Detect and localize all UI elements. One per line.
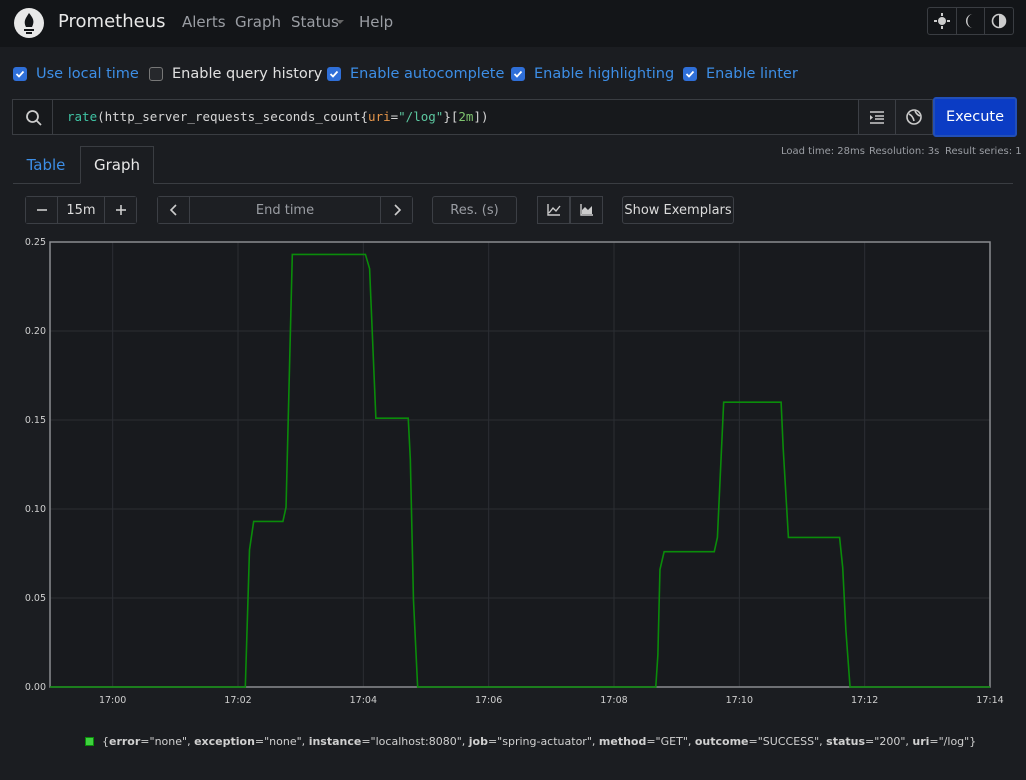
end-time-input[interactable]: End time bbox=[190, 197, 380, 223]
query-token: 2m bbox=[458, 109, 474, 124]
brand[interactable]: Prometheus bbox=[58, 11, 166, 32]
option[interactable]: Enable autocomplete bbox=[327, 64, 504, 84]
metrics-explorer[interactable] bbox=[895, 99, 933, 135]
query-input[interactable]: rate(http_server_requests_seconds_count{… bbox=[67, 109, 489, 124]
divider bbox=[52, 100, 53, 134]
y-tick-label: 0.00 bbox=[25, 682, 46, 693]
option-label[interactable]: Enable highlighting bbox=[534, 66, 675, 82]
format-button[interactable] bbox=[858, 99, 896, 135]
nav-link[interactable]: Help bbox=[359, 13, 394, 31]
y-tick-label: 0.10 bbox=[25, 504, 46, 515]
load-time: Load time: 28ms bbox=[781, 146, 865, 157]
nav-link[interactable]: Alerts bbox=[182, 13, 226, 31]
checkbox[interactable] bbox=[13, 67, 27, 81]
query-token: = bbox=[390, 109, 399, 124]
dropdown-caret bbox=[336, 20, 344, 24]
checkbox[interactable] bbox=[149, 67, 163, 81]
legend-swatch[interactable] bbox=[85, 737, 94, 746]
exemplars-button[interactable]: Show Exemplars bbox=[622, 196, 734, 224]
y-tick-label: 0.20 bbox=[25, 326, 46, 337]
range-value[interactable]: 15m bbox=[58, 197, 104, 223]
query-token: rate bbox=[67, 109, 98, 124]
option-label[interactable]: Enable autocomplete bbox=[350, 66, 505, 82]
option-label[interactable]: Enable query history bbox=[172, 66, 323, 82]
legend-label[interactable]: {error="none", exception="none", instanc… bbox=[102, 735, 977, 748]
x-tick-label: 17:12 bbox=[851, 695, 878, 706]
checkbox[interactable] bbox=[327, 67, 341, 81]
time-back[interactable] bbox=[158, 197, 190, 223]
query-bar: rate(http_server_requests_seconds_count{… bbox=[12, 97, 1017, 137]
range-increase[interactable] bbox=[104, 197, 136, 223]
light-theme[interactable] bbox=[928, 8, 956, 34]
query-token: ]) bbox=[473, 109, 489, 124]
query-token: uri bbox=[368, 109, 391, 124]
query-token: "/log" bbox=[398, 109, 444, 124]
option[interactable]: Enable linter bbox=[683, 64, 798, 84]
y-tick-label: 0.15 bbox=[25, 415, 46, 426]
x-tick-label: 17:06 bbox=[475, 695, 502, 706]
chart-type bbox=[537, 196, 603, 224]
x-tick-label: 17:00 bbox=[99, 695, 126, 706]
range-decrease[interactable] bbox=[26, 197, 58, 223]
tab-line bbox=[13, 183, 1013, 184]
end-time: End time bbox=[157, 196, 413, 224]
search-icon bbox=[26, 110, 42, 126]
query-token: }[ bbox=[443, 109, 459, 124]
query-token: (http_server_requests_seconds_count{ bbox=[97, 109, 369, 124]
resolution: Resolution: 3s bbox=[869, 146, 940, 157]
nav-link[interactable]: Graph bbox=[235, 13, 282, 31]
unstacked[interactable] bbox=[537, 196, 570, 224]
option[interactable]: Use local time bbox=[13, 64, 139, 84]
range-input: 15m bbox=[25, 196, 137, 224]
y-tick-label: 0.05 bbox=[25, 593, 46, 604]
option-label[interactable]: Enable linter bbox=[706, 66, 798, 82]
resolution-input[interactable]: Res. (s) bbox=[432, 196, 517, 224]
chart: 0.00 0.05 0.10 0.15 0.20 0.25 17:00 17:02 17:04 1… bbox=[25, 237, 1004, 706]
dark-theme[interactable] bbox=[955, 8, 985, 34]
execute-button[interactable]: Execute bbox=[933, 97, 1017, 137]
navbar: Prometheus Alerts Graph Status Help bbox=[0, 0, 1026, 47]
auto-theme[interactable] bbox=[984, 8, 1013, 34]
option[interactable]: Enable query history bbox=[149, 64, 322, 84]
checkbox[interactable] bbox=[511, 67, 525, 81]
x-tick-label: 17:04 bbox=[350, 695, 377, 706]
stacked[interactable] bbox=[570, 196, 603, 224]
plot-area bbox=[50, 242, 990, 687]
x-tick-label: 17:10 bbox=[726, 695, 753, 706]
x-tick-label: 17:08 bbox=[600, 695, 627, 706]
x-tick-label: 17:14 bbox=[976, 695, 1003, 706]
checkbox[interactable] bbox=[683, 67, 697, 81]
nav-link[interactable]: Status bbox=[291, 13, 339, 31]
time-forward[interactable] bbox=[380, 197, 412, 223]
logo bbox=[14, 8, 44, 38]
result-series: Result series: 1 bbox=[945, 146, 1022, 157]
tab[interactable]: Graph bbox=[80, 146, 154, 184]
legend: {error="none", exception="none", instanc… bbox=[85, 735, 976, 748]
option[interactable]: Enable highlighting bbox=[511, 64, 674, 84]
option-label[interactable]: Use local time bbox=[36, 66, 139, 82]
theme-switch bbox=[927, 7, 1014, 35]
series-line bbox=[50, 253, 990, 688]
tab[interactable]: Table bbox=[26, 156, 66, 174]
y-tick-label: 0.25 bbox=[25, 237, 46, 248]
x-tick-label: 17:02 bbox=[224, 695, 251, 706]
